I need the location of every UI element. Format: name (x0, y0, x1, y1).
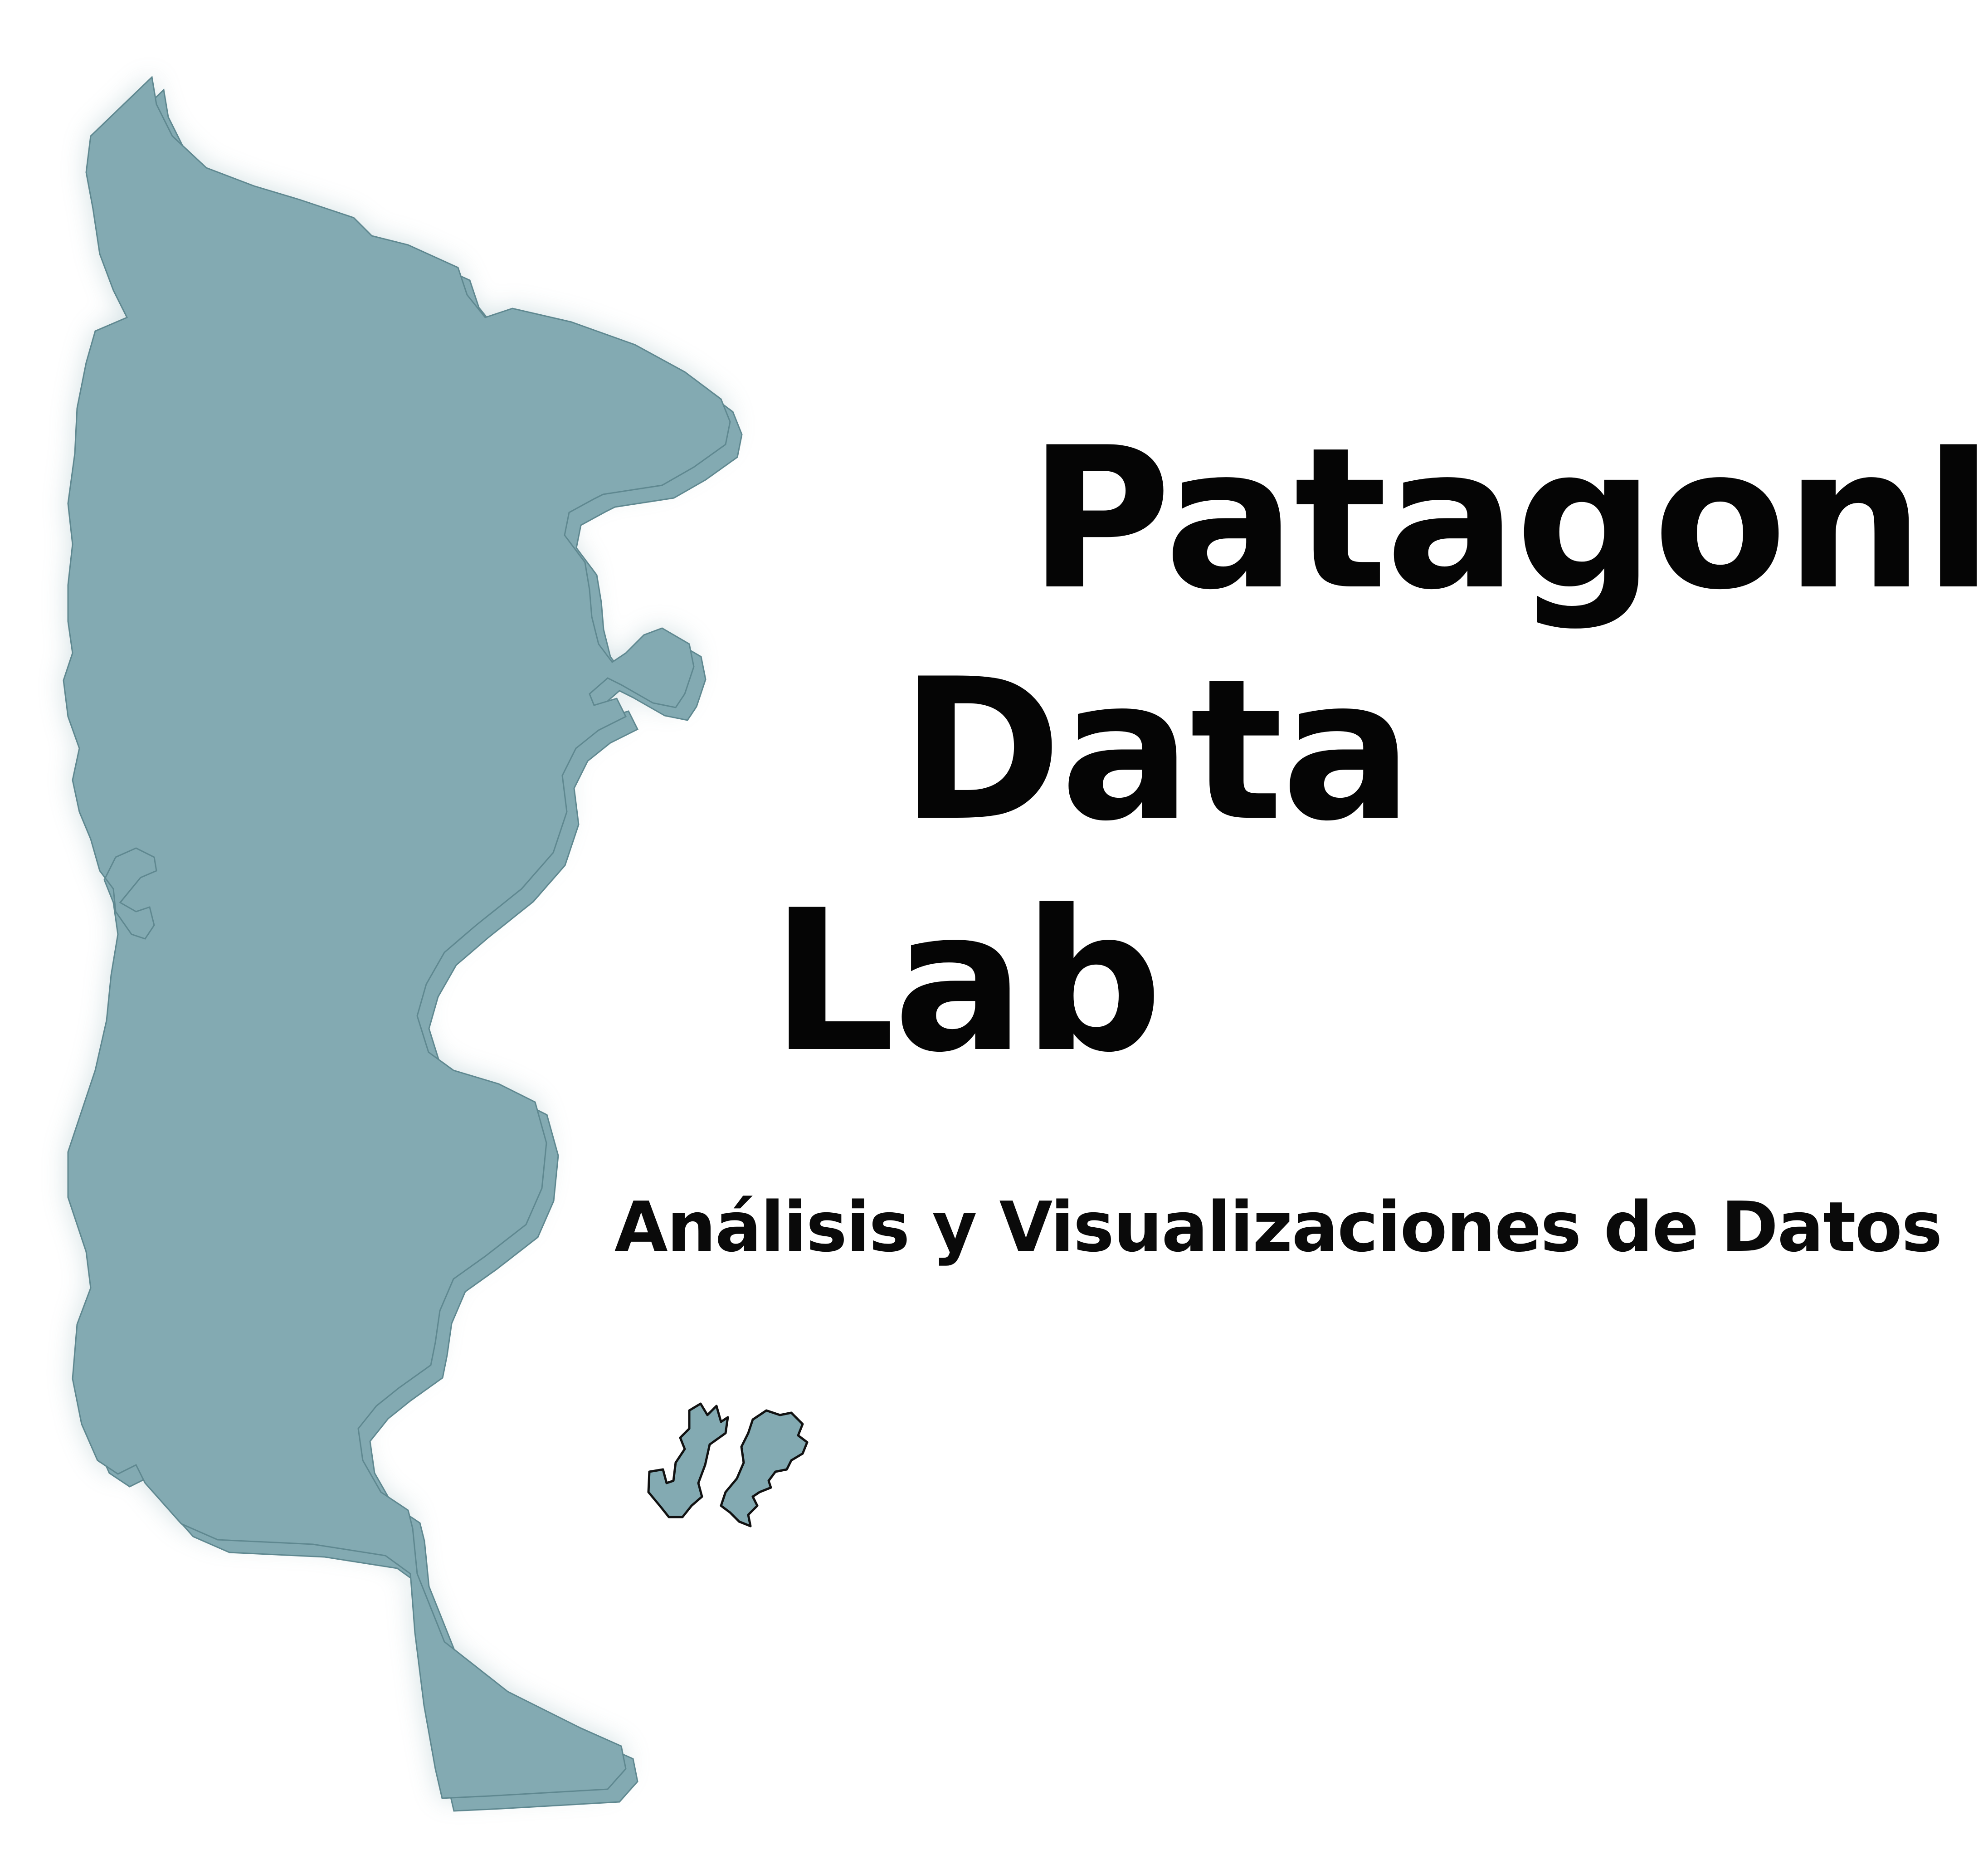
falkland-islands-map-icon (647, 1402, 809, 1527)
title-line-data: Data (900, 637, 1413, 864)
east-island-shape (720, 1409, 809, 1527)
title-line-patagonia: PatagonIA (1028, 406, 1988, 633)
west-island-shape (647, 1402, 729, 1518)
title-line-lab: Lab (771, 869, 1163, 1095)
tagline: Análisis y Visualizaciones de Datos (614, 1187, 1943, 1267)
patagonia-map-silhouette (63, 75, 731, 1799)
